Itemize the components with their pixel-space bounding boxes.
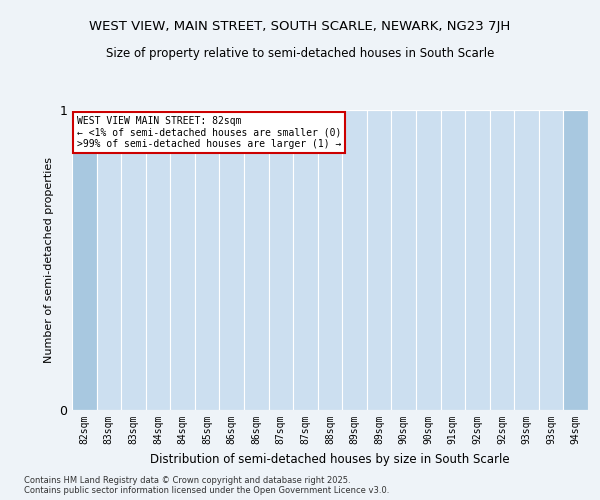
Bar [342, 110, 367, 410]
Bar [465, 110, 490, 410]
Bar [514, 110, 539, 410]
Bar [416, 110, 440, 410]
Bar [490, 110, 514, 410]
Bar [293, 110, 318, 410]
X-axis label: Distribution of semi-detached houses by size in South Scarle: Distribution of semi-detached houses by … [150, 452, 510, 466]
Bar [391, 110, 416, 410]
Bar [440, 110, 465, 410]
Bar [121, 110, 146, 410]
Bar [72, 110, 97, 410]
Bar [269, 110, 293, 410]
Bar [170, 110, 195, 410]
Bar [244, 110, 269, 410]
Text: Contains HM Land Registry data © Crown copyright and database right 2025.
Contai: Contains HM Land Registry data © Crown c… [24, 476, 389, 495]
Text: WEST VIEW MAIN STREET: 82sqm
← <1% of semi-detached houses are smaller (0)
>99% : WEST VIEW MAIN STREET: 82sqm ← <1% of se… [77, 116, 341, 149]
Bar [220, 110, 244, 410]
Text: Size of property relative to semi-detached houses in South Scarle: Size of property relative to semi-detach… [106, 48, 494, 60]
Text: WEST VIEW, MAIN STREET, SOUTH SCARLE, NEWARK, NG23 7JH: WEST VIEW, MAIN STREET, SOUTH SCARLE, NE… [89, 20, 511, 33]
Bar [563, 110, 588, 410]
Bar [539, 110, 563, 410]
Bar [318, 110, 342, 410]
Bar [195, 110, 220, 410]
Bar [146, 110, 170, 410]
Bar [367, 110, 391, 410]
Y-axis label: Number of semi-detached properties: Number of semi-detached properties [44, 157, 53, 363]
Bar [97, 110, 121, 410]
